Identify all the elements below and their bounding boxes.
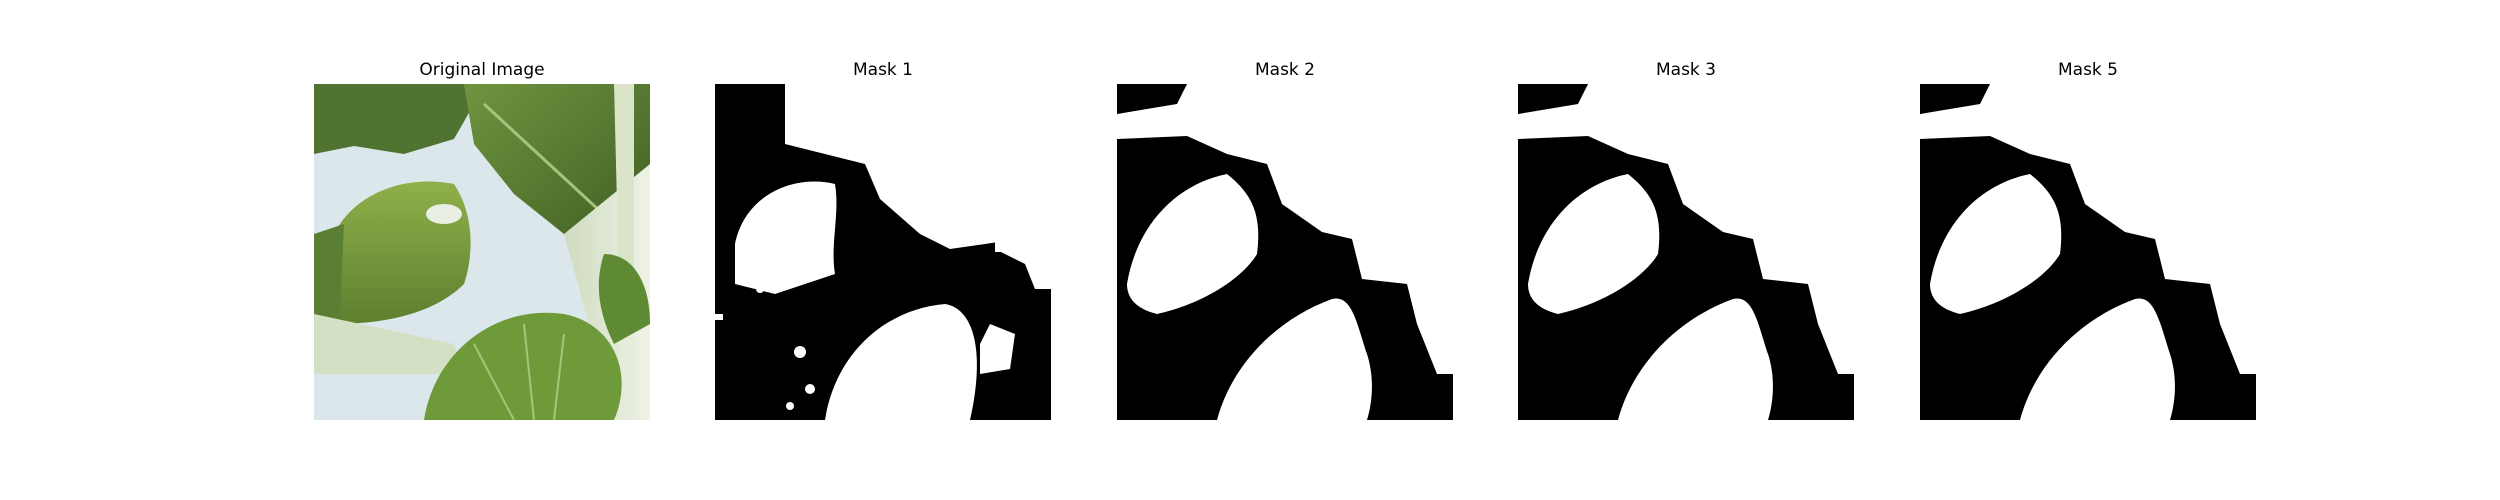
mask-3-image [1518,84,1854,420]
panel-mask-5: Mask 5 [1920,0,2256,500]
panel-mask-1: Mask 1 [715,0,1051,500]
mask-2-image [1117,84,1453,420]
panel-title: Mask 1 [715,60,1051,80]
original-image [314,84,650,420]
mask-1-image [715,84,1051,420]
panel-title: Original Image [314,60,650,80]
panel-title: Mask 2 [1117,60,1453,80]
panel-mask-2: Mask 2 [1117,0,1453,500]
panel-mask-3: Mask 3 [1518,0,1854,500]
panel-title: Mask 3 [1518,60,1854,80]
panel-original-image: Original Image [314,0,650,500]
panel-title: Mask 5 [1920,60,2256,80]
mask-5-image [1920,84,2256,420]
